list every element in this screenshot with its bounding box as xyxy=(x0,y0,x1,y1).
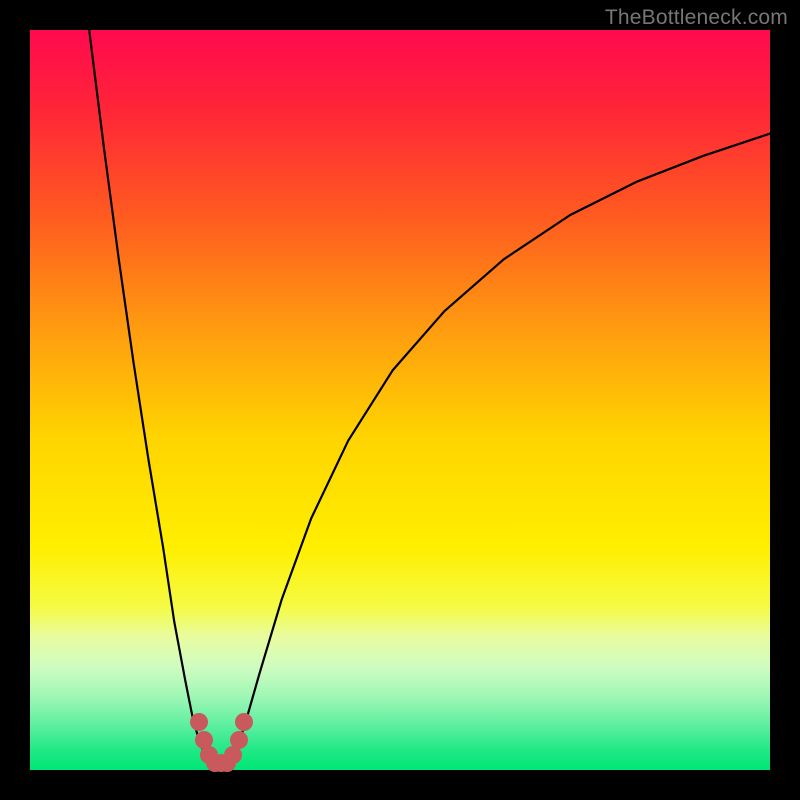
valley-marker xyxy=(190,713,208,731)
valley-marker xyxy=(235,713,253,731)
valley-marker xyxy=(230,731,248,749)
plot-area xyxy=(30,30,770,770)
watermark-text: TheBottleneck.com xyxy=(605,6,788,30)
bottleneck-curve xyxy=(30,30,770,770)
